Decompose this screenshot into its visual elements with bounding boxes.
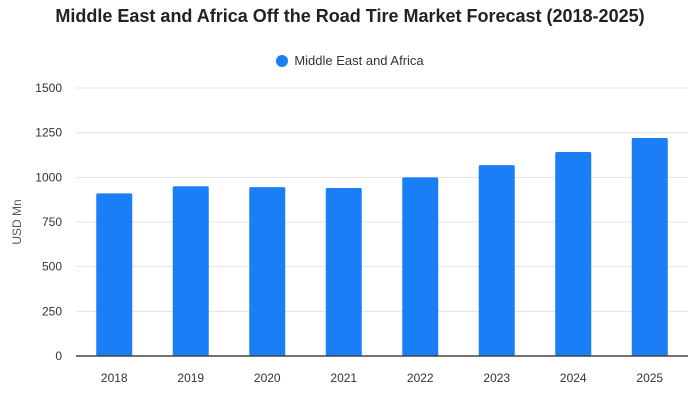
bar-2025 [631, 138, 668, 356]
chart-title: Middle East and Africa Off the Road Tire… [55, 6, 645, 26]
bar-2023 [478, 165, 515, 356]
y-tick-label: 750 [42, 215, 62, 229]
y-axis-label: USD Mn [10, 199, 24, 244]
y-tick-label: 500 [42, 260, 62, 274]
x-tick-label: 2018 [101, 371, 128, 385]
legend-swatch-icon [276, 54, 289, 67]
legend-label: Middle East and Africa [294, 53, 424, 68]
bar-2020 [249, 187, 286, 356]
x-tick-label: 2021 [330, 371, 357, 385]
x-tick-label: 2025 [636, 371, 663, 385]
bar-2022 [402, 177, 439, 356]
x-tick-label: 2023 [483, 371, 510, 385]
bar-2021 [325, 188, 362, 356]
y-tick-label: 1250 [35, 126, 62, 140]
x-tick-label: 2024 [560, 371, 587, 385]
y-tick-label: 1500 [35, 81, 62, 95]
x-tick-label: 2019 [177, 371, 204, 385]
bar-2018 [96, 193, 133, 356]
y-tick-label: 0 [55, 349, 62, 363]
x-tick-label: 2020 [254, 371, 281, 385]
y-tick-label: 1000 [35, 170, 62, 184]
bar-2019 [172, 186, 209, 356]
x-tick-label: 2022 [407, 371, 434, 385]
bar-2024 [555, 151, 592, 356]
legend: Middle East and Africa [0, 53, 700, 68]
y-tick-label: 250 [42, 304, 62, 318]
